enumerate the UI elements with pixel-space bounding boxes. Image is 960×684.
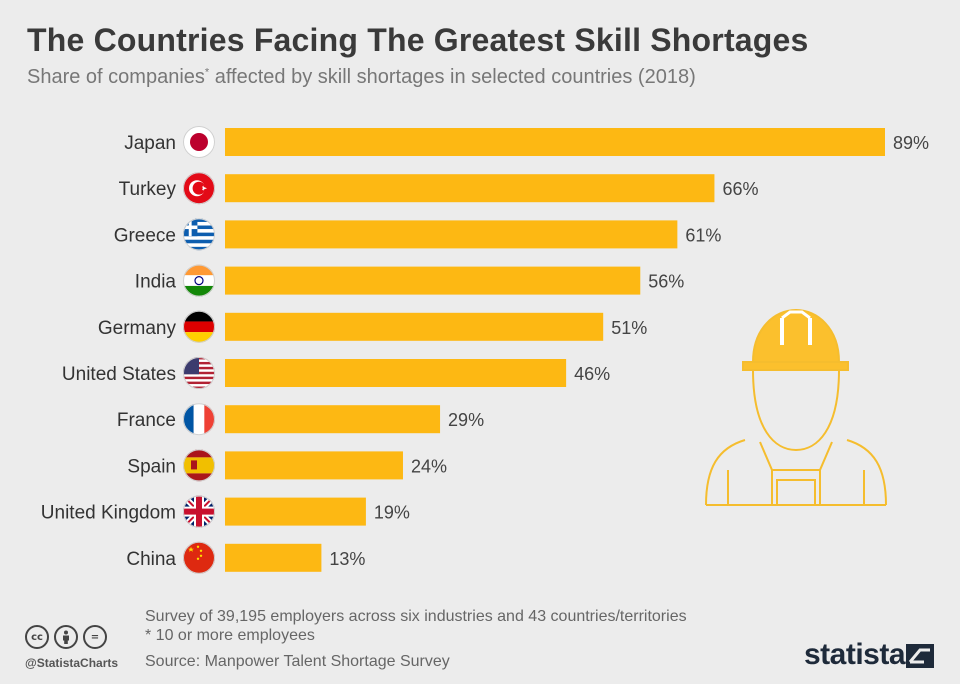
- bar[interactable]: [225, 359, 567, 387]
- spain-flag: [183, 449, 215, 482]
- bar[interactable]: [225, 174, 715, 203]
- value-label: 13%: [329, 549, 365, 569]
- bar[interactable]: [225, 128, 885, 156]
- value-label: 24%: [411, 456, 447, 476]
- value-label: 51%: [611, 318, 647, 338]
- value-label: 56%: [648, 272, 684, 292]
- source-note: Source: Manpower Talent Shortage Survey: [145, 653, 450, 670]
- value-label: 29%: [448, 410, 484, 430]
- china-flag: [183, 541, 215, 574]
- greece-flag: [183, 218, 215, 251]
- category-label: India: [135, 272, 177, 293]
- person-icon: [63, 630, 69, 644]
- no-derivatives-icon[interactable]: =: [83, 625, 107, 649]
- category-label: Spain: [127, 456, 176, 477]
- bar[interactable]: [225, 451, 403, 480]
- france-flag: [183, 403, 215, 436]
- bar[interactable]: [225, 266, 641, 295]
- twitter-handle[interactable]: @StatistaCharts: [25, 656, 119, 670]
- footnote: * 10 or more employees: [145, 627, 315, 644]
- bar[interactable]: [225, 543, 322, 572]
- construction-worker-icon: [705, 308, 887, 506]
- germany-flag: [183, 310, 215, 343]
- chart-title: The Countries Facing The Greatest Skill …: [27, 22, 809, 58]
- category-label: United Kingdom: [41, 503, 176, 524]
- chart-subtitle: Share of companies* affected by skill sh…: [27, 66, 696, 89]
- category-label: Japan: [124, 133, 176, 154]
- survey-note: Survey of 39,195 employers across six in…: [145, 608, 687, 625]
- statista-logo[interactable]: statista: [804, 638, 906, 671]
- bar-chart: Japan 89% Turkey 66% Greece 61% India 56% German…: [41, 126, 929, 574]
- category-label: China: [126, 549, 176, 570]
- value-label: 89%: [893, 133, 929, 153]
- subtitle-text: Share of companies: [27, 66, 205, 88]
- value-label: 61%: [685, 225, 721, 245]
- category-label: Turkey: [119, 179, 177, 200]
- usa-flag: [183, 357, 215, 389]
- subtitle-footnote-mark: *: [204, 66, 210, 79]
- bar[interactable]: [225, 220, 678, 249]
- category-label: United States: [62, 364, 176, 385]
- uk-flag: [183, 495, 215, 528]
- attribution-icon[interactable]: [54, 625, 78, 649]
- india-flag: [183, 264, 215, 297]
- license-icons: cc =: [25, 625, 107, 649]
- cc-icon[interactable]: cc: [25, 625, 49, 649]
- value-label: 46%: [574, 364, 610, 384]
- turkey-flag: [183, 172, 215, 205]
- bar[interactable]: [225, 405, 441, 434]
- japan-flag: [183, 126, 215, 158]
- category-label: France: [117, 410, 176, 431]
- bar[interactable]: [225, 312, 604, 341]
- value-label: 66%: [722, 179, 758, 199]
- bar[interactable]: [225, 497, 366, 526]
- value-label: 19%: [374, 503, 410, 523]
- subtitle-text-rest: affected by skill shortages in selected …: [209, 66, 696, 88]
- category-label: Germany: [98, 318, 177, 339]
- statista-logo-mark-icon: [906, 644, 934, 668]
- category-label: Greece: [114, 225, 176, 246]
